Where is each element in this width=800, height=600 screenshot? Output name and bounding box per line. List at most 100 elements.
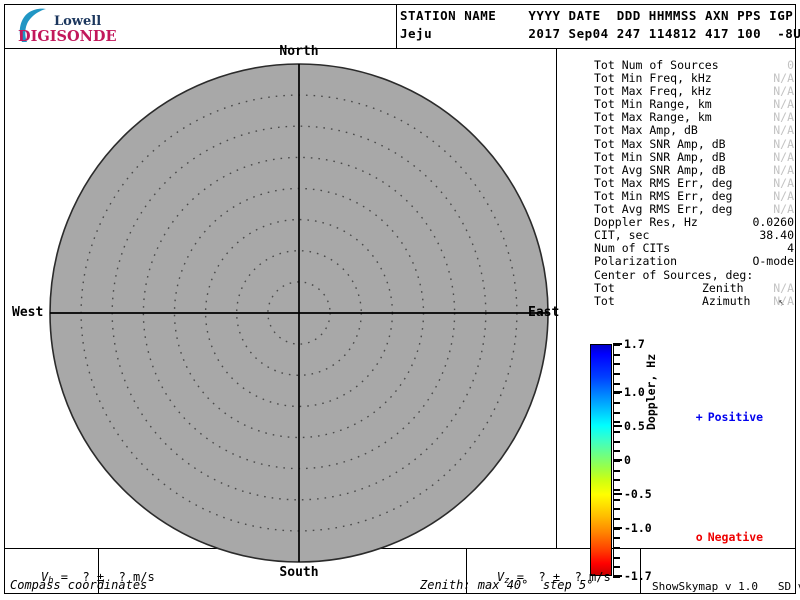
colorbar-minor-tick xyxy=(613,431,620,433)
stat-value: N/A xyxy=(773,188,794,203)
stat-label: Tot Max Amp, dB xyxy=(594,123,698,138)
stat-value: N/A xyxy=(773,71,794,86)
logo-arc xyxy=(19,8,46,42)
stat-value: O-mode xyxy=(752,254,794,269)
stat-label: Tot Max RMS Err, deg xyxy=(594,175,733,190)
colorbar-major-tick xyxy=(613,343,622,345)
colorbar-minor-tick xyxy=(613,392,620,395)
stat-label: Tot Max Freq, kHz xyxy=(594,84,712,99)
stat-label: Doppler Res, Hz xyxy=(594,215,698,230)
colorbar-minor-tick xyxy=(613,363,620,366)
stat-value: N/A xyxy=(773,97,794,112)
stat-value: N/A xyxy=(773,123,794,138)
vh-symbol: V xyxy=(40,570,49,584)
stat-row: Num of CITs 4 xyxy=(564,242,796,255)
colorbar-gradient xyxy=(590,344,612,576)
colorbar-minor-tick xyxy=(613,460,620,462)
stat-label: Tot Min Range, km xyxy=(594,97,712,112)
stat-row: Center of Sources, deg: xyxy=(564,268,796,282)
version-label: ShowSkymap v 1.0 SD v 5.0 xyxy=(652,580,800,593)
stat-value: 4 xyxy=(787,241,794,256)
stat-row: Tot Avg RMS Err, deg N/A xyxy=(564,202,796,217)
colorbar-minor-tick xyxy=(613,498,620,501)
stat-label: Tot xyxy=(594,293,615,308)
header-column-divider xyxy=(396,4,397,48)
stat-label: Tot xyxy=(594,280,615,295)
footer-divider-left xyxy=(98,548,99,594)
stat-label: Tot Avg SNR Amp, dB xyxy=(594,162,726,177)
header-column-labels: STATION NAME YYYY DATE DDD HHMMSS AXN PP… xyxy=(400,8,794,23)
colorbar-major-tick xyxy=(613,424,622,427)
colorbar-minor-tick xyxy=(613,518,620,520)
stat-row: CIT, sec 38.40 xyxy=(564,229,796,242)
footer-divider-right xyxy=(640,548,641,594)
legend-negative-marker: o xyxy=(695,530,703,544)
zenith-scale-label: Zenith: max 40° step 5° xyxy=(420,578,594,592)
vh-subscript: h xyxy=(48,576,54,586)
stat-sublabel: Azimuth xyxy=(702,293,751,308)
colorbar-tick-label: -1.0 xyxy=(624,521,652,536)
compass-label-west: West xyxy=(12,305,44,320)
colorbar-tick-label: 0 xyxy=(624,453,631,467)
stat-row: Tot Azimuth ↖ N/A xyxy=(564,293,796,308)
stat-label: Tot Num of Sources xyxy=(594,58,719,72)
right-panel-divider xyxy=(556,48,557,548)
footer-divider-mid xyxy=(466,548,467,594)
legend-negative-label: Negative xyxy=(707,530,764,544)
stat-value: N/A xyxy=(773,293,794,308)
stat-row: Tot Max Freq, kHz N/A xyxy=(564,85,796,98)
horizontal-velocity-readout: Vh = ? ± ? m/s xyxy=(12,556,155,600)
stat-label: Tot Max Range, km xyxy=(594,110,712,125)
stat-row: Tot Zenith N/A xyxy=(564,280,796,295)
colorbar-major-tick xyxy=(613,575,622,577)
colorbar-minor-tick xyxy=(613,344,620,346)
header-divider xyxy=(4,48,796,49)
stat-value: N/A xyxy=(773,149,794,164)
stat-row: Tot Min RMS Err, deg N/A xyxy=(564,188,796,203)
stat-row: Tot Max RMS Err, deg N/A xyxy=(564,175,796,190)
stat-row: Tot Max Amp, dB N/A xyxy=(564,124,796,137)
stat-value: N/A xyxy=(773,84,794,99)
logo-lowell-text: Lowell xyxy=(54,14,101,29)
vertical-velocity-readout: Vz = ? ± ? m/s xyxy=(468,556,611,600)
colorbar-minor-tick xyxy=(613,440,620,443)
stat-value: 0.0260 xyxy=(752,215,794,230)
stat-label: Num of CITs xyxy=(594,241,671,256)
colorbar-minor-tick xyxy=(613,469,620,472)
footer-divider xyxy=(4,548,796,549)
stat-value: 38.40 xyxy=(759,228,794,243)
colorbar-minor-tick xyxy=(613,566,620,569)
stat-row: Tot Max SNR Amp, dB N/A xyxy=(564,136,796,151)
stat-value: 0 xyxy=(787,58,794,72)
colorbar-minor-tick xyxy=(613,450,620,453)
colorbar-minor-tick xyxy=(613,479,620,482)
stat-label: CIT, sec xyxy=(594,228,650,243)
vz-value: = ? ± ? m/s xyxy=(509,570,611,584)
lowell-digisonde-logo: Lowell DIGISONDE xyxy=(16,8,136,46)
colorbar-minor-tick xyxy=(613,537,620,540)
stat-row: Doppler Res, Hz 0.0260 xyxy=(564,216,796,229)
logo-digisonde-text: DIGISONDE xyxy=(18,28,117,45)
colorbar-minor-tick xyxy=(613,489,620,491)
colorbar-major-tick xyxy=(613,527,622,530)
stat-row: Tot Min Range, km N/A xyxy=(564,98,796,111)
stat-label: Tot Min RMS Err, deg xyxy=(594,188,733,203)
colorbar-tick-label: 1.0 xyxy=(624,384,645,399)
source-statistics-table: Tot Num of Sources 0 Tot Min Freq, kHz N/A T… xyxy=(564,58,796,308)
stat-label: Tot Max SNR Amp, dB xyxy=(594,136,726,151)
coordinate-system-label: Compass coordinates xyxy=(10,578,148,592)
colorbar-minor-tick xyxy=(613,421,620,424)
colorbar-title: Doppler, Hz xyxy=(644,353,658,430)
stat-value: N/A xyxy=(773,110,794,125)
colorbar-minor-tick xyxy=(613,411,620,414)
colorbar-major-tick xyxy=(613,459,622,461)
stat-row: Tot Min Freq, kHz N/A xyxy=(564,71,796,86)
legend-positive-marker: + xyxy=(695,410,703,424)
stat-row: Tot Max Range, km N/A xyxy=(564,111,796,124)
stat-value: N/A xyxy=(773,202,794,217)
header-column-values: Jeju 2017 Sep04 247 114812 417 100 -8U xyxy=(400,26,800,41)
colorbar-minor-tick xyxy=(613,382,620,385)
skymap-plot[interactable] xyxy=(0,0,556,600)
colorbar-minor-tick xyxy=(613,547,620,549)
